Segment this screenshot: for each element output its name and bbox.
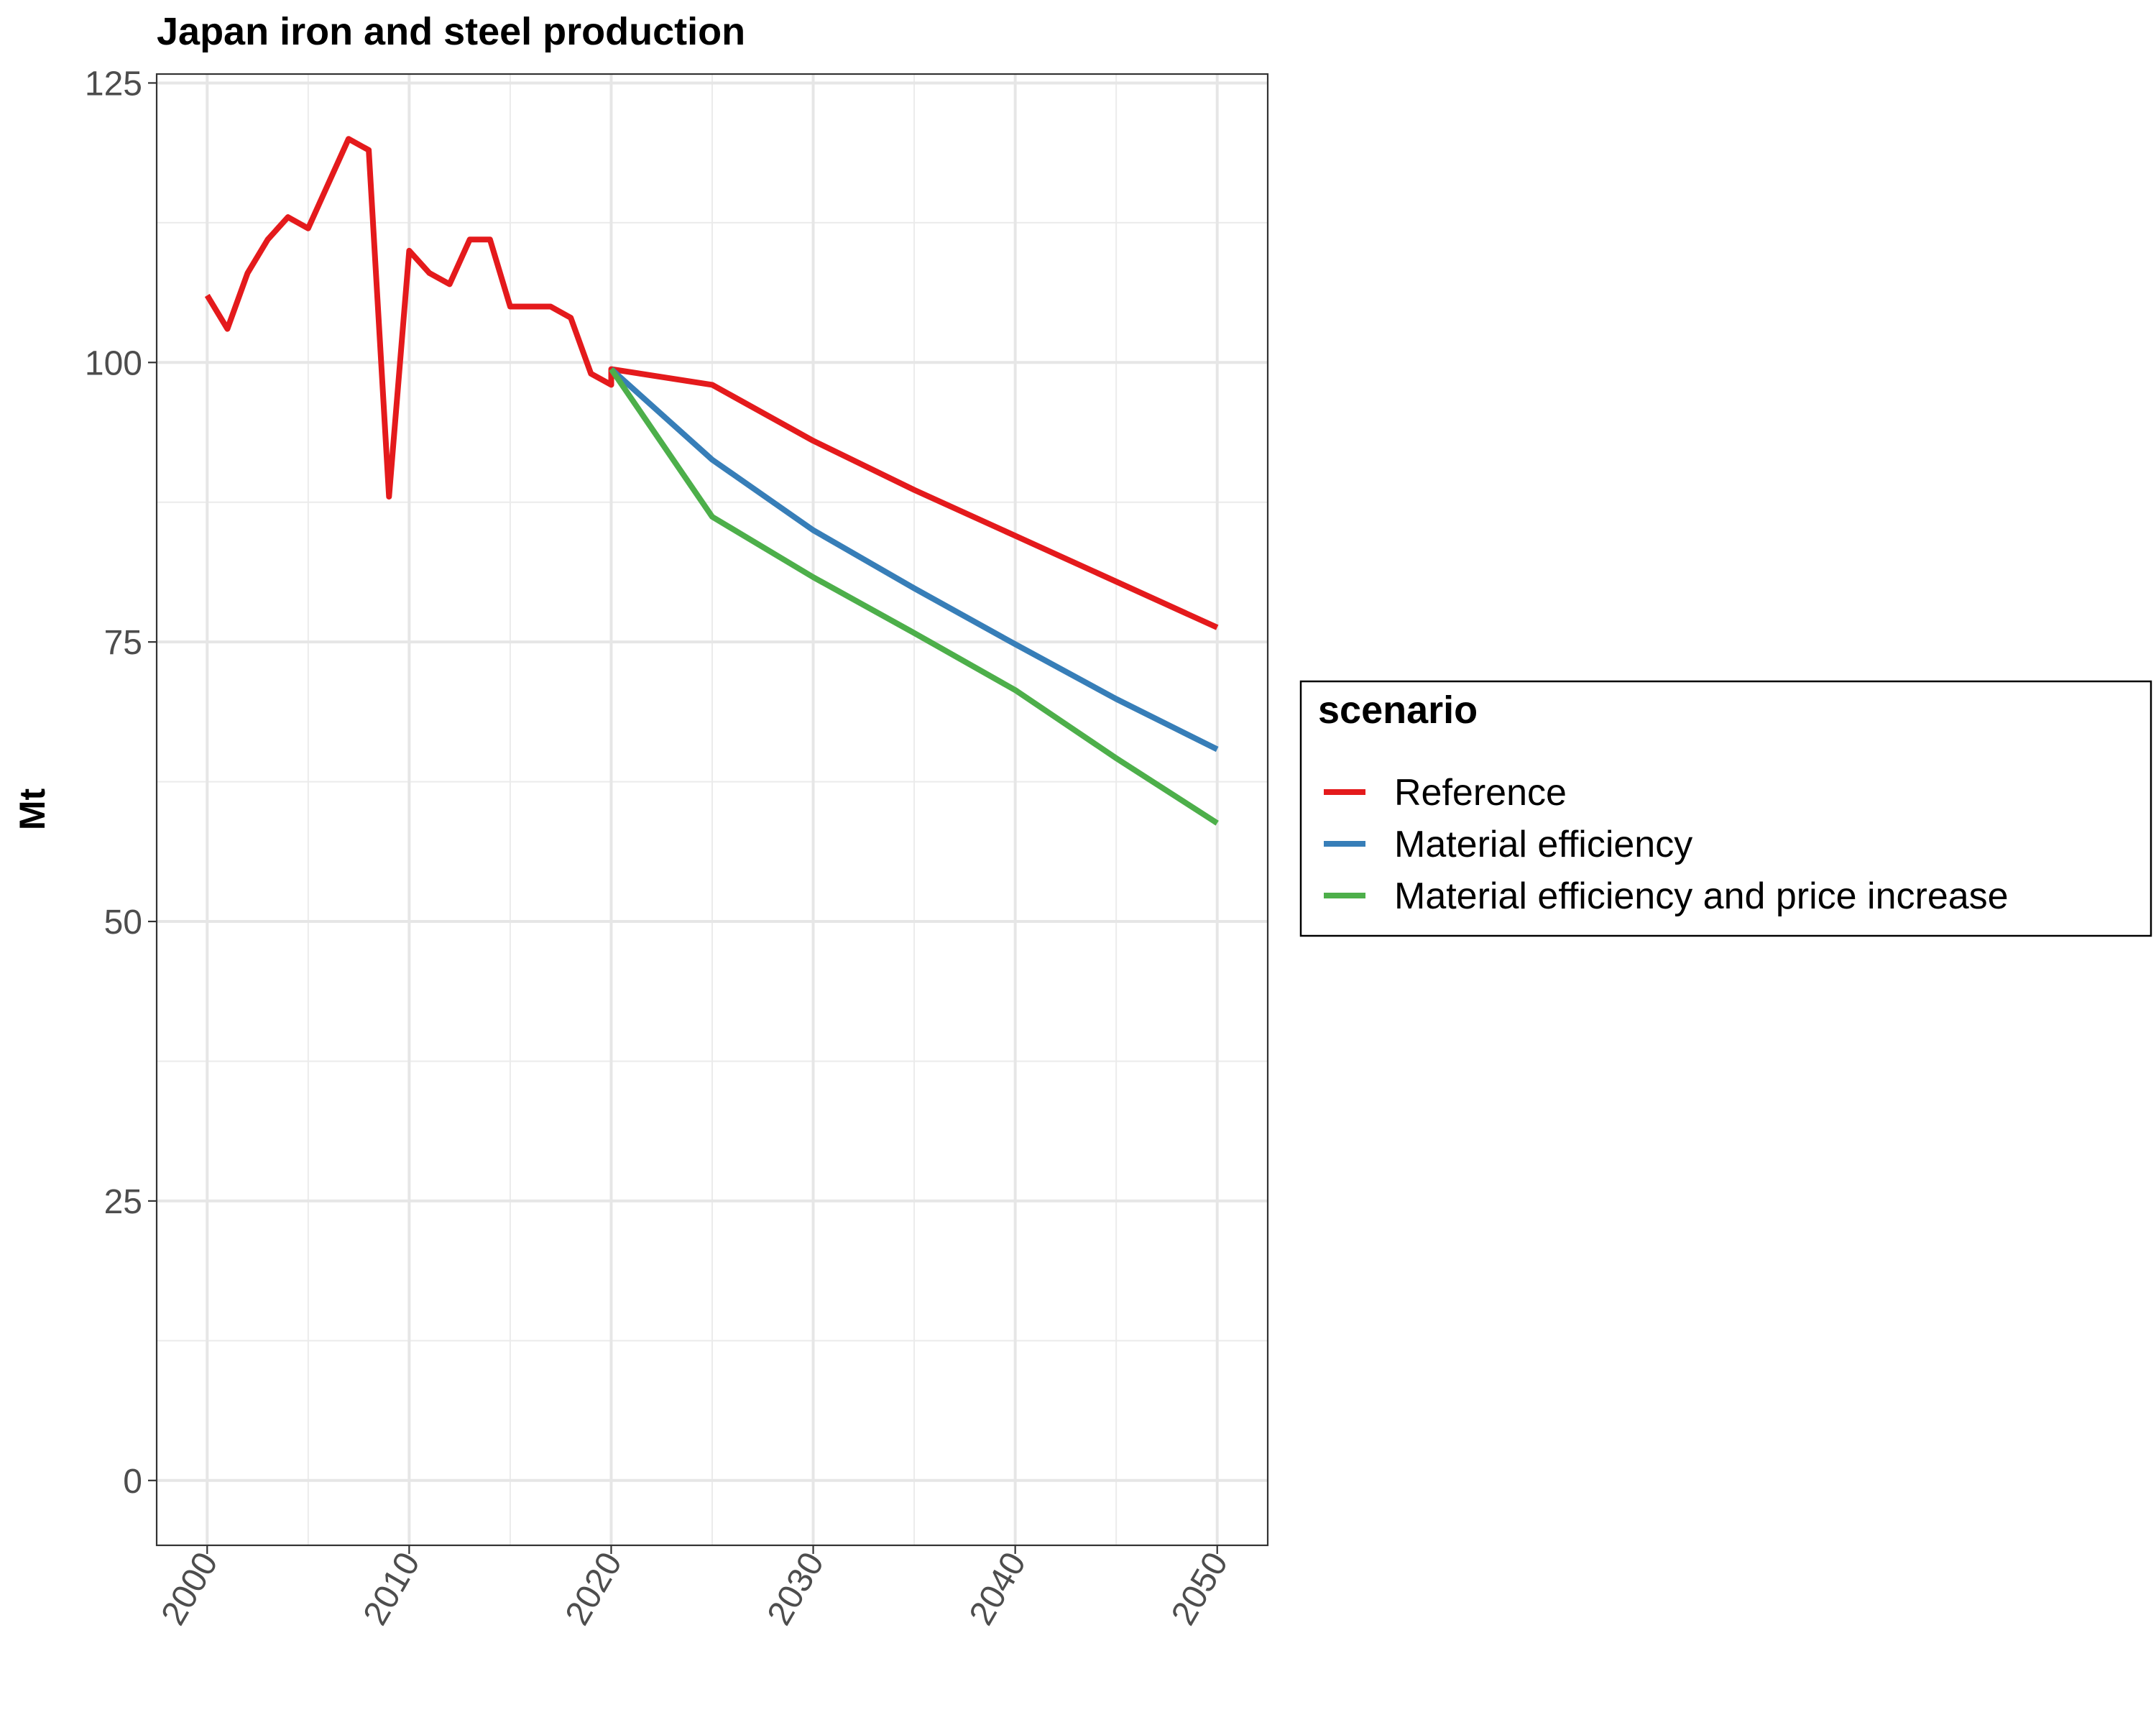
legend-box <box>1299 680 2152 937</box>
chart-title: Japan iron and steel production <box>157 10 745 53</box>
y-tick-label: 50 <box>104 903 142 942</box>
series-lines <box>204 136 1219 826</box>
x-tick-label: 2030 <box>760 1546 831 1632</box>
x-tick-label: 2040 <box>962 1546 1033 1632</box>
y-tick-label: 0 <box>123 1463 142 1501</box>
x-tick-label: 2000 <box>155 1546 226 1632</box>
series-line <box>609 367 1219 826</box>
legend-item-label: Material efficiency and price increase <box>1394 875 2009 917</box>
plot-panel-border <box>155 73 1269 1547</box>
x-tick-label: 2050 <box>1164 1546 1235 1632</box>
axes: 0 25 50 75 100 125 2000 2010 2020 2030 2040 2050 <box>85 65 1235 1632</box>
y-tick-label: 100 <box>85 344 142 382</box>
legend-items: Reference Material efficiency Material eff… <box>1324 772 2009 917</box>
series-line <box>609 367 1219 753</box>
y-tick-label: 75 <box>104 624 142 662</box>
y-tick-label: 125 <box>85 65 142 103</box>
y-axis-label: Mt <box>12 788 52 831</box>
x-tick-label: 2020 <box>558 1546 630 1632</box>
series-line <box>204 136 1219 630</box>
legend: scenario Reference Material efficiency Mat… <box>1299 680 2152 937</box>
legend-item-label: Reference <box>1394 772 1567 814</box>
y-tick-label: 25 <box>104 1183 142 1221</box>
legend-title: scenario <box>1318 689 1478 732</box>
legend-item-label: Material efficiency <box>1394 824 1692 865</box>
grid <box>157 74 1268 1545</box>
x-tick-label: 2010 <box>356 1546 428 1632</box>
